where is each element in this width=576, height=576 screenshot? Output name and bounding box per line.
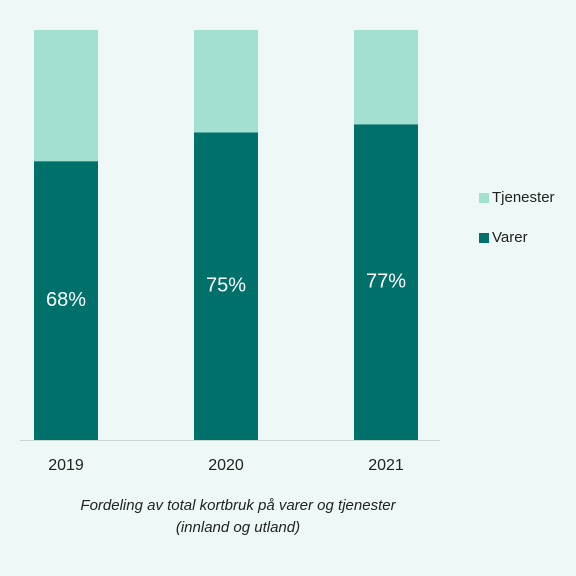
bar-segment bbox=[354, 124, 418, 441]
bar-segment bbox=[354, 30, 418, 125]
x-tick-label: 2019 bbox=[48, 457, 84, 474]
data-label: 75% bbox=[206, 275, 246, 297]
bar-segment bbox=[194, 30, 258, 133]
chart-subtitle: (innland og utland) bbox=[176, 519, 300, 536]
chart-title: Fordeling av total kortbruk på varer og … bbox=[80, 497, 396, 514]
bar-segment bbox=[34, 30, 98, 162]
bar-segment bbox=[34, 161, 98, 440]
legend-label: Tjenester bbox=[492, 189, 555, 206]
legend-label: Varer bbox=[492, 229, 528, 246]
legend-swatch bbox=[479, 233, 489, 243]
legend-swatch bbox=[479, 193, 489, 203]
bar-segment bbox=[194, 132, 258, 440]
data-label: 68% bbox=[46, 289, 86, 311]
x-tick-label: 2021 bbox=[368, 457, 404, 474]
x-tick-label: 2020 bbox=[208, 457, 244, 474]
data-label: 77% bbox=[366, 270, 406, 292]
